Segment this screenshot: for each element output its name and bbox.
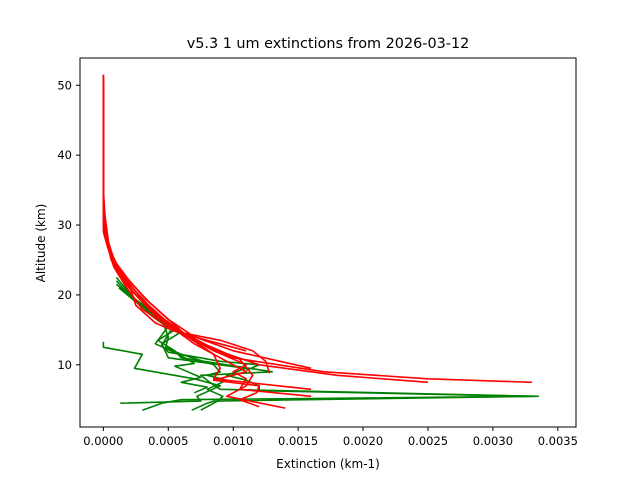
y-axis-ticks: 10 20 30 40 50 [57, 78, 80, 372]
chart-title: v5.3 1 um extinctions from 2026-03-12 [187, 36, 470, 52]
y-axis-label: Altitude (km) [34, 204, 48, 283]
x-tick-label: 0.0025 [408, 434, 448, 448]
x-axis-ticks: 0.0000 0.0005 0.0010 0.0015 0.0020 0.0025 0.00… [83, 427, 578, 448]
x-tick-label: 0.0035 [538, 434, 578, 448]
plot-lines [102, 74, 540, 411]
x-tick-label: 0.0020 [343, 434, 383, 448]
y-tick-label: 30 [57, 218, 72, 232]
x-tick-label: 0.0030 [473, 434, 513, 448]
x-tick-label: 0.0005 [148, 434, 188, 448]
y-tick-label: 40 [57, 148, 72, 162]
y-tick-label: 50 [57, 78, 72, 92]
axes-frame [79, 57, 577, 428]
profile-line-red-7 [102, 85, 261, 408]
x-tick-label: 0.0000 [83, 434, 123, 448]
x-tick-label: 0.0015 [278, 434, 318, 448]
y-tick-label: 20 [57, 288, 72, 302]
x-tick-label: 0.0010 [213, 434, 253, 448]
y-tick-label: 10 [57, 358, 72, 372]
profile-line-red-9 [102, 92, 271, 374]
x-axis-label: Extinction (km-1) [276, 457, 380, 471]
